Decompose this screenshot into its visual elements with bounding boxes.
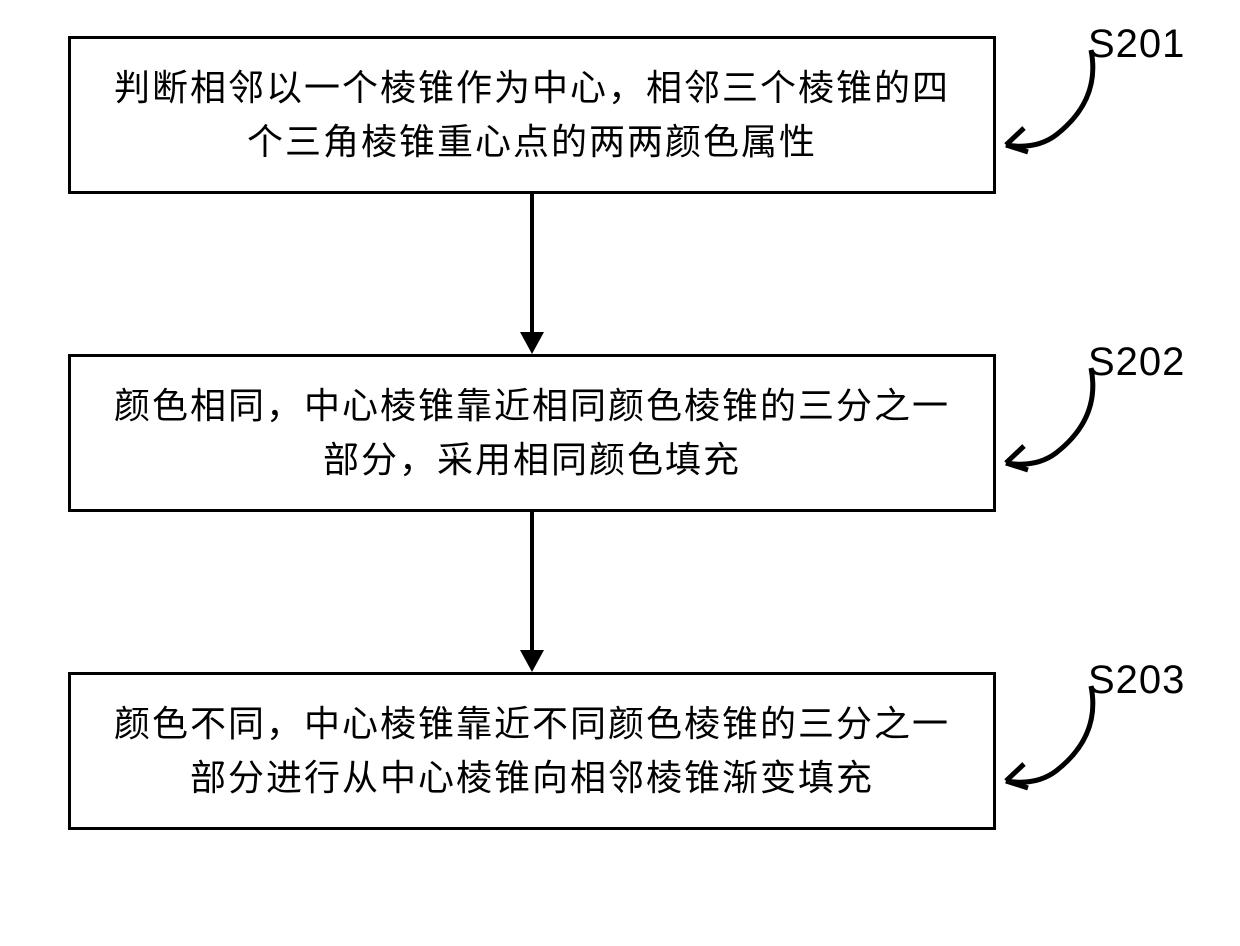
node-text: 颜色相同，中心棱锥靠近相同颜色棱锥的三分之一部分，采用相同颜色填充 <box>101 379 963 487</box>
flowchart-node-s201: 判断相邻以一个棱锥作为中心，相邻三个棱锥的四个三角棱锥重心点的两两颜色属性 <box>68 36 996 194</box>
node-text: 颜色不同，中心棱锥靠近不同颜色棱锥的三分之一部分进行从中心棱锥向相邻棱锥渐变填充 <box>101 697 963 805</box>
callout-arrow-icon <box>996 40 1106 160</box>
flowchart-container: 判断相邻以一个棱锥作为中心，相邻三个棱锥的四个三角棱锥重心点的两两颜色属性 S2… <box>0 0 1240 946</box>
arrow-down-icon <box>512 512 552 672</box>
callout-arrow-icon <box>996 358 1106 478</box>
flowchart-node-s202: 颜色相同，中心棱锥靠近相同颜色棱锥的三分之一部分，采用相同颜色填充 <box>68 354 996 512</box>
callout-arrow-icon <box>996 676 1106 796</box>
arrow-down-icon <box>512 194 552 354</box>
flowchart-node-s203: 颜色不同，中心棱锥靠近不同颜色棱锥的三分之一部分进行从中心棱锥向相邻棱锥渐变填充 <box>68 672 996 830</box>
node-text: 判断相邻以一个棱锥作为中心，相邻三个棱锥的四个三角棱锥重心点的两两颜色属性 <box>101 61 963 169</box>
